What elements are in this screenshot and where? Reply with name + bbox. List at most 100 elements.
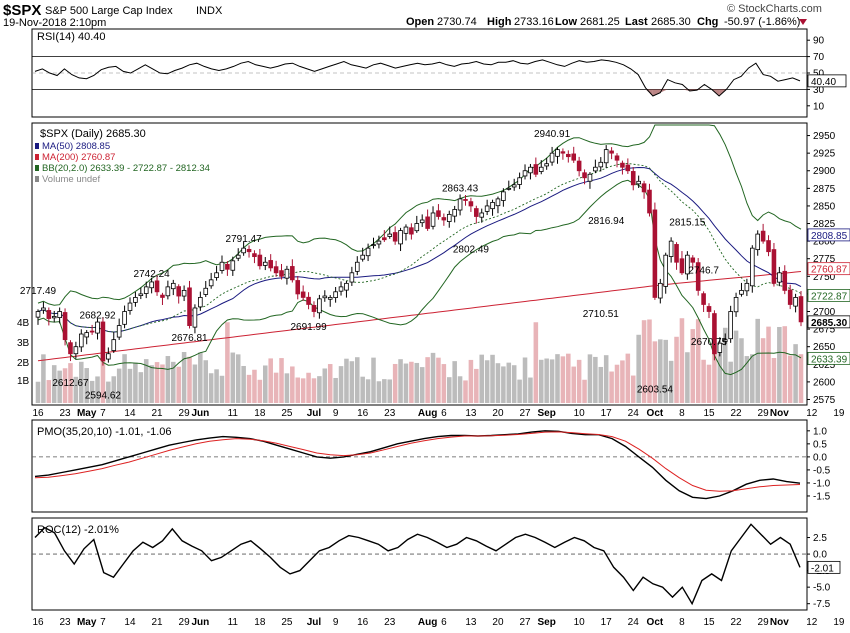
candle-body: [582, 172, 587, 179]
rsi-oversold-fill: [697, 89, 705, 91]
bb-lower-line: [37, 179, 802, 376]
volume-bar: [468, 359, 474, 403]
volume-bar: [208, 373, 214, 403]
y-tick-label: 2750: [813, 272, 836, 283]
x-tick-label: May: [77, 408, 97, 419]
volume-bar: [57, 370, 62, 403]
x-tick-label: Sep: [537, 408, 555, 419]
volume-bar: [95, 376, 100, 403]
volume-bar: [143, 359, 149, 403]
volume-bar: [106, 381, 111, 403]
volume-bar: [766, 326, 771, 403]
x-tick-label: 16: [32, 408, 44, 419]
candle-body: [425, 216, 430, 229]
volume-bar: [544, 358, 549, 403]
volume-bar: [522, 357, 528, 403]
roc-title: ROC(12) -2.01%: [37, 524, 119, 536]
volume-bar: [474, 368, 479, 403]
volume-bar: [679, 318, 685, 403]
volume-bar: [614, 364, 620, 403]
candle-body: [641, 183, 647, 193]
x-tick-label: 6: [441, 617, 447, 628]
x-tick-label: 24: [628, 408, 640, 419]
volume-bar: [225, 322, 230, 403]
rsi-value-badge: [807, 74, 847, 88]
volume-bar: [257, 379, 263, 403]
x-tick-label: 20: [492, 408, 504, 419]
volume-bar: [311, 378, 317, 403]
price-badge-label: 2760.87: [811, 265, 848, 276]
volume-bar: [365, 379, 371, 403]
volume-bar: [349, 361, 355, 403]
x-tick-label: 29: [758, 408, 770, 419]
price-annotation: 2612.67: [52, 378, 89, 389]
low-label: Low: [555, 16, 577, 28]
y-tick-label: 0.0: [813, 452, 827, 463]
x-tick-label: Nov: [770, 617, 789, 628]
volume-bar: [344, 358, 349, 403]
candle-body: [571, 153, 577, 161]
y-tick-label: 50: [813, 69, 825, 80]
candle-body: [273, 266, 279, 274]
volume-bar: [441, 364, 447, 403]
volume-bar: [636, 334, 641, 403]
volume-bar: [127, 368, 133, 403]
volume-bar: [387, 379, 393, 403]
volume-bar: [625, 353, 631, 403]
volume-bar: [787, 355, 793, 403]
volume-bar: [268, 358, 273, 403]
x-tick-label: 10: [574, 408, 586, 419]
series-line: [34, 523, 801, 606]
volume-bar: [685, 352, 690, 403]
candle-body: [230, 260, 236, 271]
copyright: © StockCharts.com: [727, 3, 822, 15]
y-tick-label: 30: [813, 85, 825, 96]
candle-body: [701, 293, 706, 305]
x-tick-label: 18: [254, 408, 266, 419]
candle-body: [295, 280, 301, 295]
volume-bar: [327, 364, 333, 403]
price-badge: [807, 351, 850, 365]
candle-body: [452, 209, 457, 217]
x-tick-label: Jul: [307, 408, 322, 419]
volume-bar: [46, 380, 52, 403]
price-badge-label: 2808.85: [811, 231, 848, 242]
legend-entry: Volume undef: [42, 174, 100, 185]
volume-bar: [571, 366, 576, 403]
volume-bar: [35, 381, 41, 403]
rsi-panel: 10 30 50 70 90 RSI(14) 40.40 40.40: [32, 31, 847, 112]
candle-body: [712, 313, 717, 355]
candle-body: [122, 311, 127, 325]
volume-bar: [582, 379, 587, 403]
candle-body: [663, 254, 669, 287]
candle-body: [598, 161, 604, 168]
candle-body: [549, 152, 555, 163]
x-tick-label: 23: [384, 617, 396, 628]
candle-body: [300, 291, 306, 298]
y-tick-label: 2800: [813, 237, 836, 248]
y-tick-label: 1.0: [813, 426, 827, 437]
volume-bar: [295, 377, 301, 403]
volume-bar: [674, 336, 679, 403]
volume-bar: [165, 356, 171, 403]
x-tick-label: Jul: [307, 617, 322, 628]
y-tick-label: 2775: [813, 254, 836, 265]
candle-body: [722, 339, 728, 342]
price-annotation: 2863.43: [442, 183, 479, 194]
price-badge: [807, 315, 850, 329]
x-tick-label: Oct: [647, 617, 664, 628]
volume-bar: [133, 362, 138, 403]
volume-bar: [576, 359, 582, 403]
pmo-panel: 1.0 0.5 0.0 -0.5 -1.0 -1.5 PMO(35,20,10) -1.01…: [32, 426, 831, 502]
volume-bar: [598, 366, 604, 403]
volume-bar: [533, 322, 539, 403]
candle-body: [208, 279, 214, 287]
volume-bar: [744, 356, 750, 403]
candle-body: [35, 311, 41, 318]
price-annotation: 2816.94: [588, 216, 625, 227]
volume-bar: [116, 368, 122, 403]
volume-bar: [198, 352, 203, 403]
price-annotation: 2682.92: [79, 311, 116, 322]
candle-body: [620, 162, 625, 168]
candle-body: [360, 254, 365, 260]
